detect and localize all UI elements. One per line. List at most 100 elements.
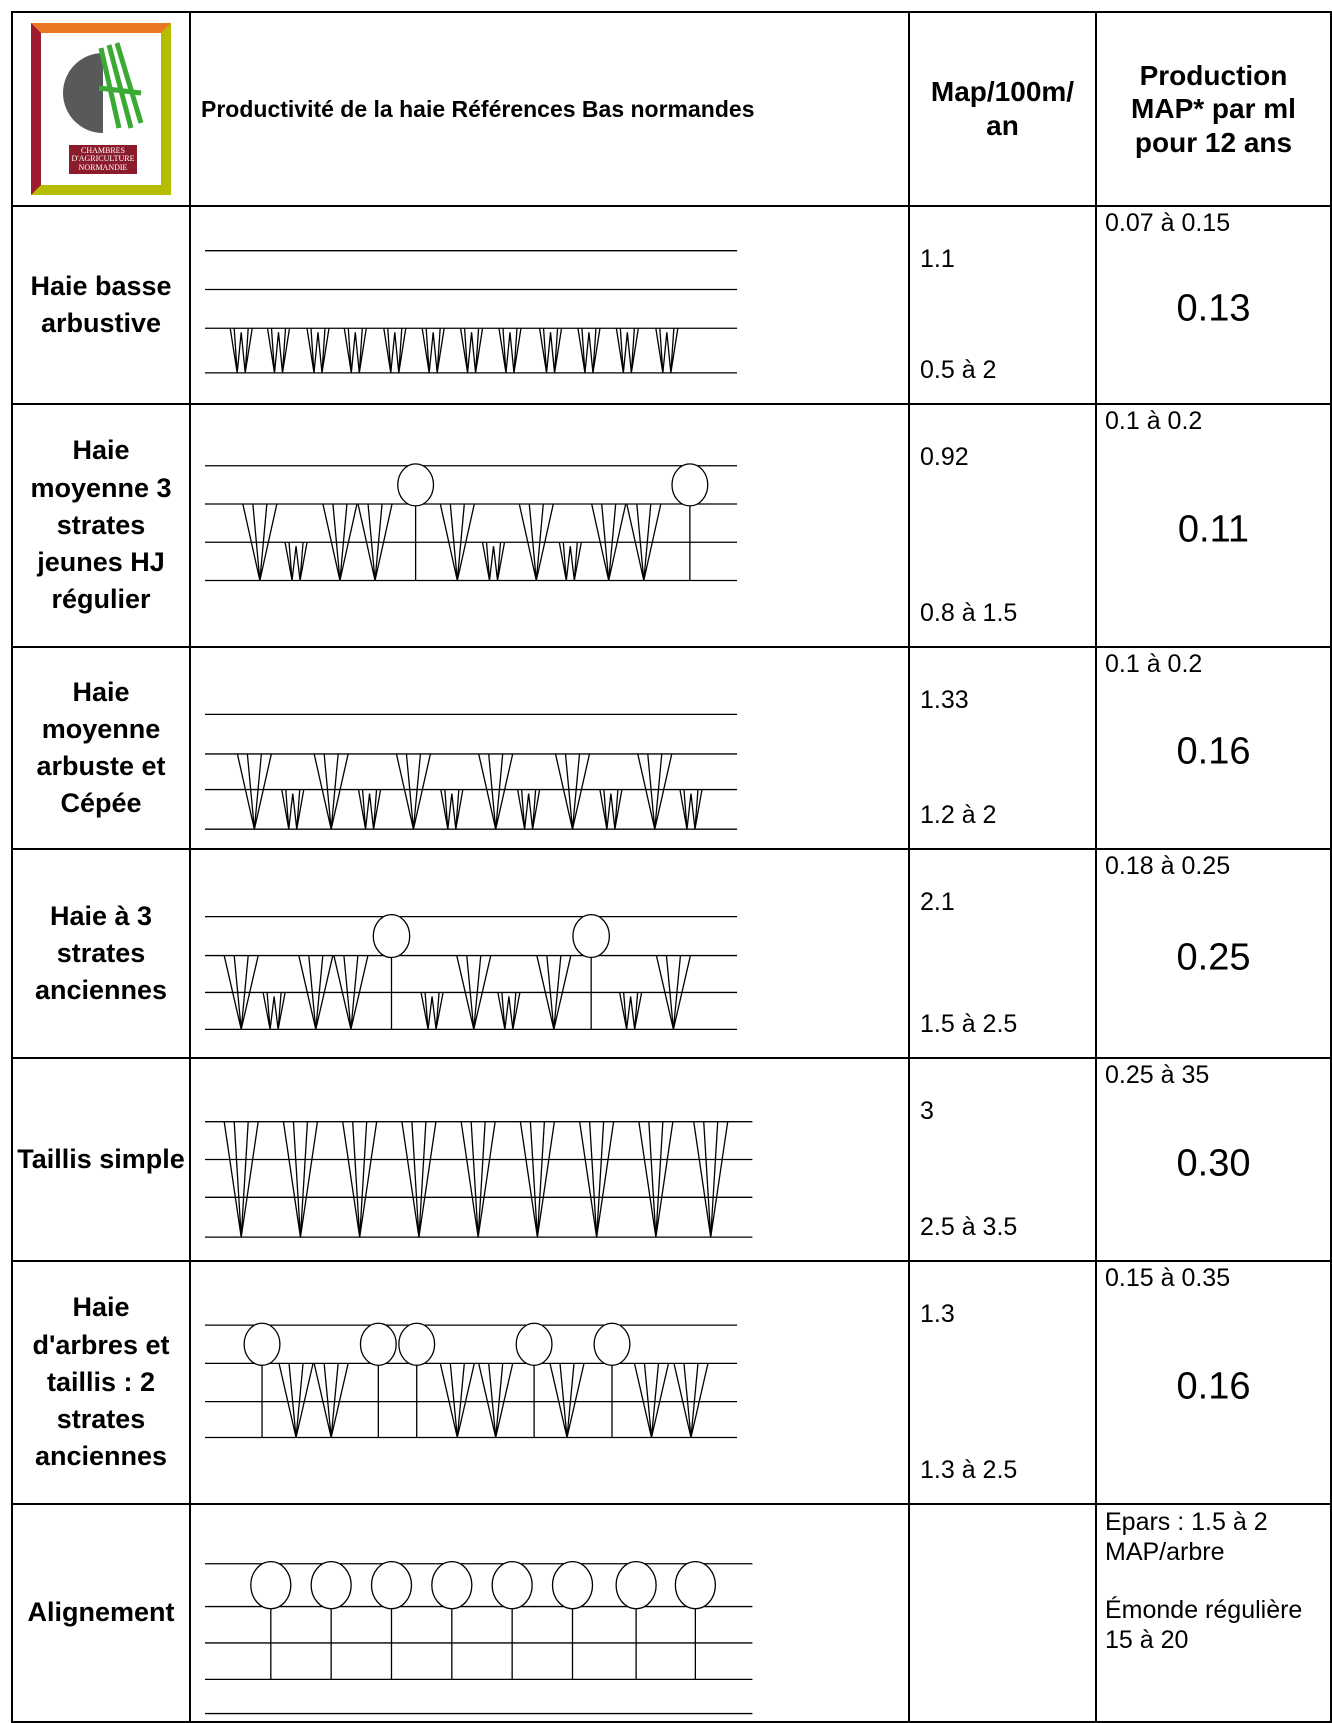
production-value: 0.30 — [1176, 1142, 1251, 1185]
header-production: Production MAP* par ml pour 12 ans — [1095, 11, 1332, 207]
shrub — [655, 328, 679, 374]
tree-crown — [551, 1560, 594, 1610]
logo: CHAMBRES D'AGRICULTURE NORMANDIE — [31, 23, 171, 195]
shrub — [306, 328, 330, 374]
row-name: Alignement — [11, 1503, 191, 1723]
production-range: 0.1 à 0.2 — [1105, 650, 1203, 678]
row-name: Haie d'arbres et taillis : 2 strates anc… — [11, 1260, 191, 1505]
shrub — [618, 992, 643, 1030]
production-note: Epars : 1.5 à 2 MAP/arbre — [1105, 1508, 1268, 1566]
tree-crown — [572, 914, 611, 959]
shrub — [223, 1121, 259, 1238]
shrub — [439, 503, 475, 581]
production-range: 0.25 à 35 — [1105, 1061, 1210, 1089]
production-range: 0.07 à 0.15 — [1105, 209, 1231, 237]
logo-line: CHAMBRES — [80, 146, 125, 155]
shrub — [577, 328, 601, 374]
shrub — [693, 1121, 729, 1238]
shrub — [558, 542, 582, 581]
shrub — [637, 753, 673, 830]
tree-crown — [310, 1560, 352, 1610]
tree-crown — [491, 1560, 533, 1610]
shrub — [282, 1121, 319, 1238]
row-name: Haie basse arbustive — [11, 205, 191, 405]
production-cell: 0.15 à 0.35 0.16 — [1095, 1260, 1332, 1505]
shrub — [343, 328, 367, 374]
shrub — [481, 542, 506, 581]
diagram-cell — [189, 403, 910, 648]
hedge-diagram — [205, 1121, 753, 1238]
shrub — [278, 1363, 314, 1438]
shrub — [478, 753, 514, 830]
tree-crown — [398, 1322, 436, 1366]
shrub — [383, 328, 407, 374]
shrub — [281, 789, 305, 830]
productivity-table: CHAMBRES D'AGRICULTURE NORMANDIE Product… — [11, 11, 1332, 1723]
production-cell: 0.07 à 0.15 0.13 — [1095, 205, 1332, 405]
shrub — [262, 992, 286, 1030]
tree-crown — [431, 1560, 473, 1610]
map-cell: 1.3 1.3 à 2.5 — [908, 1260, 1097, 1505]
production-cell: 0.1 à 0.2 0.11 — [1095, 403, 1332, 648]
shrub — [298, 955, 334, 1030]
shrub — [633, 1363, 670, 1438]
row-name: Haie moyenne arbuste et Cépée — [11, 646, 191, 850]
shrub — [266, 328, 291, 374]
table-row: Haie à 3 strates anciennes 2.1 1.5 à 2.5 0.… — [11, 848, 1332, 1059]
shrub — [439, 1363, 475, 1438]
shrub — [615, 328, 639, 374]
shrub — [655, 955, 692, 1030]
shrub — [498, 328, 522, 374]
map-value: 2.1 — [920, 888, 955, 916]
shrub — [591, 503, 627, 581]
shrub — [322, 503, 358, 581]
production-range: 0.1 à 0.2 — [1105, 407, 1203, 435]
shrub — [420, 992, 444, 1030]
hedge-diagram — [205, 1560, 753, 1715]
shrub — [342, 1121, 378, 1238]
diagram-cell — [189, 1057, 910, 1262]
diagram-cell — [189, 1260, 910, 1505]
map-range: 1.5 à 2.5 — [920, 1010, 1018, 1038]
map-cell: 2.1 1.5 à 2.5 — [908, 848, 1097, 1059]
shrub — [673, 1363, 709, 1438]
map-value: 1.1 — [920, 245, 955, 273]
production-cell: Epars : 1.5 à 2 MAP/arbre Émonde régulièr… — [1095, 1503, 1332, 1723]
shrub — [313, 753, 349, 830]
production-range: 0.18 à 0.25 — [1105, 852, 1231, 880]
diagram-cell — [189, 646, 910, 850]
production-notes: Epars : 1.5 à 2 MAP/arbre Émonde régulièr… — [1105, 1507, 1324, 1683]
map-value: 0.92 — [920, 443, 969, 471]
table-row: Haie basse arbustive 1.1 0.5 à 2 0.07 à 0.1… — [11, 205, 1332, 405]
logo-text: CHAMBRES D'AGRICULTURE NORMANDIE — [69, 145, 137, 175]
shrub — [599, 789, 623, 830]
production-cell: 0.25 à 35 0.30 — [1095, 1057, 1332, 1262]
shrub — [440, 789, 464, 830]
map-range: 1.3 à 2.5 — [920, 1456, 1018, 1484]
map-cell: 3 2.5 à 3.5 — [908, 1057, 1097, 1262]
logo-line: NORMANDIE — [78, 162, 128, 172]
tree-crown — [359, 1322, 397, 1366]
shrub — [333, 955, 369, 1030]
shrub — [554, 753, 591, 830]
map-cell: 1.33 1.2 à 2 — [908, 646, 1097, 850]
tree-crown — [674, 1560, 717, 1610]
shrub — [459, 328, 484, 374]
header-row: CHAMBRES D'AGRICULTURE NORMANDIE Product… — [11, 11, 1332, 207]
shrub — [357, 503, 393, 581]
shrub — [357, 789, 382, 830]
shrub — [229, 328, 253, 374]
production-range: 0.15 à 0.35 — [1105, 1264, 1231, 1292]
shrub — [536, 955, 572, 1030]
shrub — [497, 992, 521, 1030]
hedge-diagram — [205, 713, 738, 830]
shrub — [516, 789, 541, 830]
table-row: Alignement Epars : 1.5 à 2 MAP/arbre Émond… — [11, 1503, 1332, 1723]
hedge-diagram — [205, 914, 738, 1031]
logo-graphic — [63, 42, 144, 133]
table-row: Haie d'arbres et taillis : 2 strates anc… — [11, 1260, 1332, 1505]
tree-crown — [370, 1560, 413, 1610]
shrub — [242, 503, 278, 581]
tree-crown — [671, 463, 709, 507]
